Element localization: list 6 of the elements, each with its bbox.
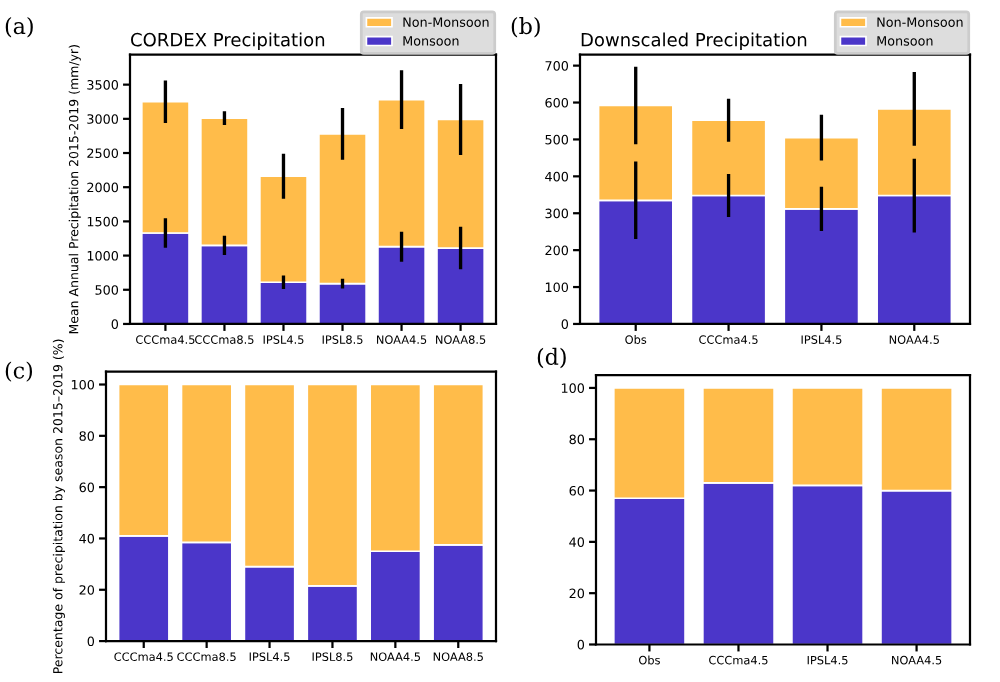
- chart-title: Downscaled Precipitation: [581, 32, 807, 50]
- chart-title: CORDEX Precipitation: [131, 32, 325, 50]
- text: (c): [5, 361, 33, 382]
- text: (b): [511, 17, 540, 38]
- text: (d): [537, 347, 566, 369]
- text: (a): [5, 17, 33, 38]
